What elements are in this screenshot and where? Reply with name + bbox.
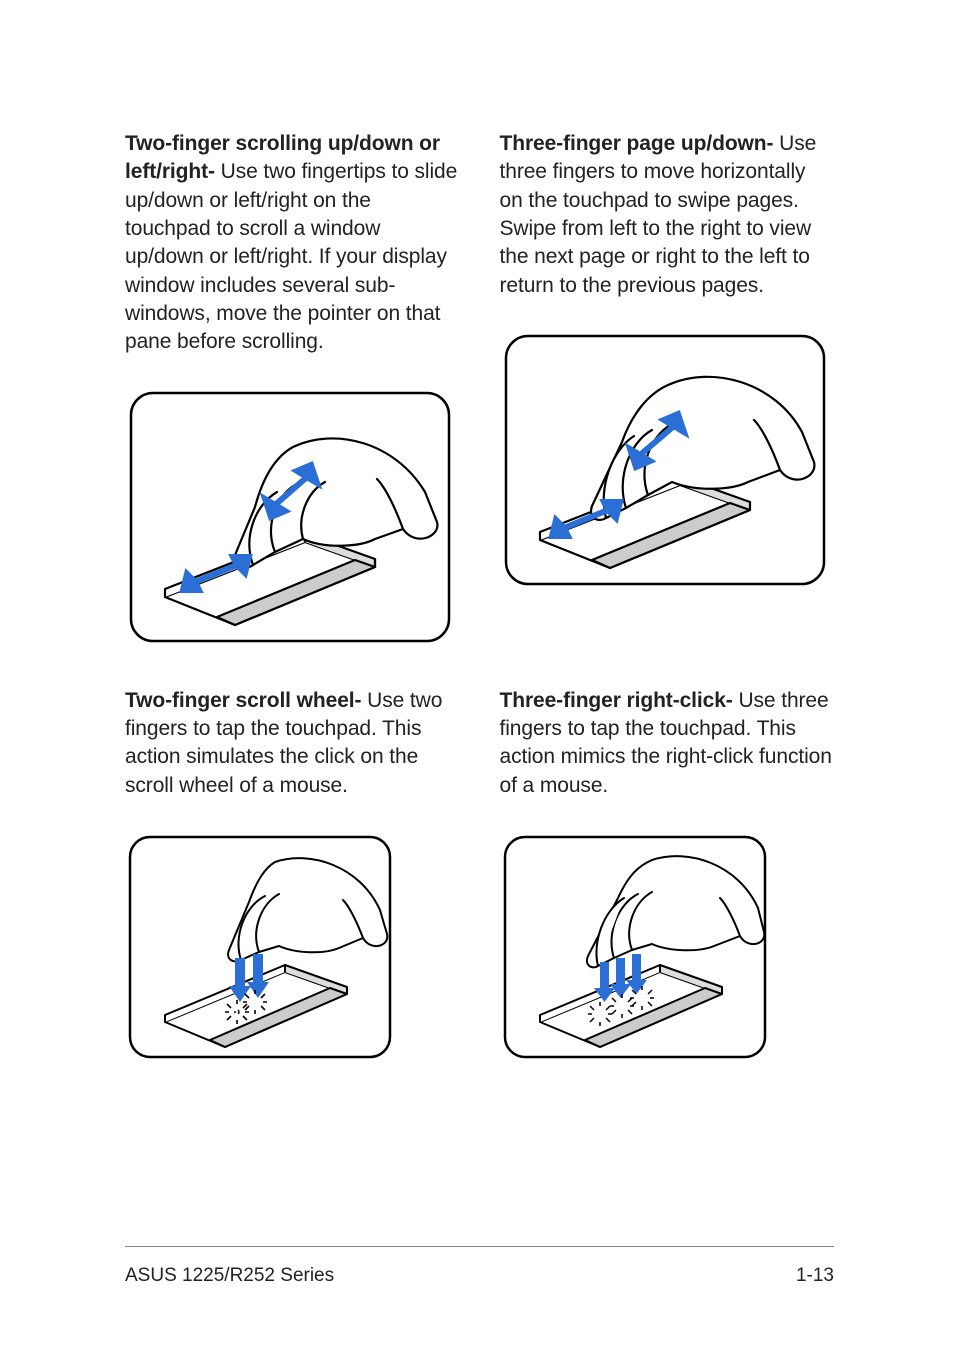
row-1: Two-finger scrolling up/down or left/rig… xyxy=(125,130,834,647)
col-three-finger-rclick: Three-finger right-click- Use three fing… xyxy=(500,687,835,1062)
gesture-text: Three-finger right-click- Use three fing… xyxy=(500,687,835,802)
footer-page-number: 1-13 xyxy=(796,1265,834,1287)
gesture-text: Two-finger scroll wheel- Use two fingers… xyxy=(125,687,460,802)
page-footer: ASUS 1225/R252 Series 1-13 xyxy=(125,1246,834,1287)
gesture-title: Two-finger scroll wheel- xyxy=(125,689,367,712)
gesture-three-finger-page: Three-finger page up/down- Use three fin… xyxy=(500,130,835,300)
illustration-three-finger-rclick xyxy=(500,832,770,1062)
gesture-body: Use two fingertips to slide up/down or l… xyxy=(125,160,457,353)
gesture-title: Three-finger right-click- xyxy=(500,689,739,712)
gesture-text: Three-finger page up/down- Use three fin… xyxy=(500,130,835,300)
col-two-finger-wheel: Two-finger scroll wheel- Use two fingers… xyxy=(125,687,460,1062)
gesture-two-finger-wheel: Two-finger scroll wheel- Use two fingers… xyxy=(125,687,460,802)
gesture-three-finger-rclick: Three-finger right-click- Use three fing… xyxy=(500,687,835,802)
gesture-body: Use three fingers to move horizontally o… xyxy=(500,132,817,297)
row-2: Two-finger scroll wheel- Use two fingers… xyxy=(125,687,834,1062)
col-three-finger-page: Three-finger page up/down- Use three fin… xyxy=(500,130,835,647)
footer-product: ASUS 1225/R252 Series xyxy=(125,1265,334,1287)
manual-page: Two-finger scrolling up/down or left/rig… xyxy=(0,0,954,1357)
illustration-three-finger-page xyxy=(500,330,830,590)
gesture-text: Two-finger scrolling up/down or left/rig… xyxy=(125,130,460,357)
illustration-two-finger-scroll xyxy=(125,387,455,647)
col-two-finger-scroll: Two-finger scrolling up/down or left/rig… xyxy=(125,130,460,647)
illustration-two-finger-wheel xyxy=(125,832,395,1062)
gesture-two-finger-scroll: Two-finger scrolling up/down or left/rig… xyxy=(125,130,460,357)
gesture-title: Three-finger page up/down- xyxy=(500,132,780,155)
